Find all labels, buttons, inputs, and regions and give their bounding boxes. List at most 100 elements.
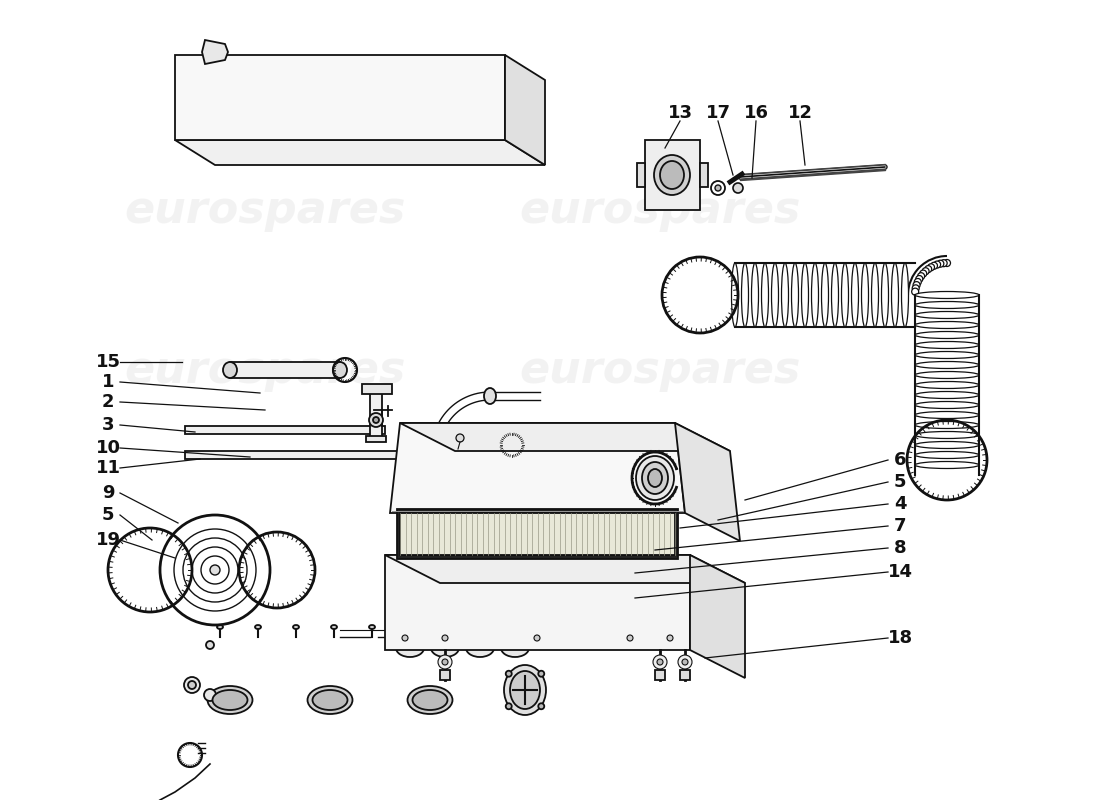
Circle shape [456, 434, 464, 442]
Ellipse shape [368, 625, 375, 629]
Ellipse shape [732, 263, 738, 327]
Text: 18: 18 [888, 629, 913, 647]
Text: 19: 19 [96, 531, 121, 549]
Text: 16: 16 [744, 104, 769, 122]
Circle shape [715, 185, 720, 191]
Polygon shape [230, 362, 340, 378]
Ellipse shape [792, 263, 799, 327]
Text: 15: 15 [96, 353, 121, 371]
Ellipse shape [915, 382, 979, 389]
Ellipse shape [922, 268, 930, 274]
Ellipse shape [915, 331, 979, 338]
Circle shape [373, 417, 380, 423]
Text: 7: 7 [893, 517, 906, 535]
Ellipse shape [812, 263, 818, 327]
Circle shape [160, 515, 270, 625]
Ellipse shape [208, 686, 253, 714]
Text: 17: 17 [705, 104, 730, 122]
Circle shape [534, 635, 540, 641]
Polygon shape [185, 451, 501, 459]
Text: eurospares: eurospares [519, 349, 801, 391]
Circle shape [711, 181, 725, 195]
Ellipse shape [881, 263, 889, 327]
Ellipse shape [891, 263, 899, 327]
Ellipse shape [915, 402, 979, 409]
Ellipse shape [913, 282, 920, 289]
Circle shape [733, 183, 742, 193]
Ellipse shape [223, 362, 236, 378]
Ellipse shape [781, 263, 789, 327]
Polygon shape [505, 55, 544, 165]
Ellipse shape [915, 302, 979, 309]
Polygon shape [385, 555, 745, 583]
Circle shape [653, 655, 667, 669]
Text: 4: 4 [893, 495, 906, 513]
Ellipse shape [407, 686, 452, 714]
Polygon shape [362, 384, 392, 394]
Ellipse shape [912, 288, 918, 295]
Text: 5: 5 [893, 473, 906, 491]
Polygon shape [370, 390, 382, 440]
Ellipse shape [431, 639, 459, 657]
Ellipse shape [851, 263, 858, 327]
Polygon shape [185, 426, 385, 434]
Text: 1: 1 [101, 373, 114, 391]
Text: 10: 10 [96, 439, 121, 457]
Ellipse shape [914, 278, 922, 286]
Ellipse shape [484, 388, 496, 404]
Ellipse shape [944, 259, 950, 266]
Text: 12: 12 [788, 104, 813, 122]
Ellipse shape [934, 261, 940, 268]
Ellipse shape [500, 639, 529, 657]
Polygon shape [202, 40, 228, 64]
Polygon shape [675, 423, 740, 541]
Circle shape [506, 703, 512, 710]
Polygon shape [385, 555, 690, 650]
Ellipse shape [915, 422, 979, 429]
Polygon shape [400, 513, 675, 555]
Text: 2: 2 [101, 393, 114, 411]
Circle shape [506, 670, 512, 677]
Ellipse shape [915, 391, 979, 398]
Circle shape [442, 659, 448, 665]
Ellipse shape [915, 462, 979, 469]
Ellipse shape [842, 263, 848, 327]
Ellipse shape [751, 263, 759, 327]
Ellipse shape [642, 462, 668, 494]
Polygon shape [645, 140, 700, 210]
Polygon shape [366, 436, 386, 442]
Circle shape [438, 655, 452, 669]
Polygon shape [440, 670, 450, 680]
Circle shape [627, 635, 632, 641]
Ellipse shape [915, 442, 979, 449]
Ellipse shape [912, 285, 920, 292]
Ellipse shape [217, 625, 223, 629]
Circle shape [204, 689, 216, 701]
Text: 14: 14 [888, 563, 913, 581]
Ellipse shape [483, 625, 490, 629]
Text: 5: 5 [101, 506, 114, 524]
Ellipse shape [902, 263, 909, 327]
Ellipse shape [312, 690, 348, 710]
Circle shape [210, 565, 220, 575]
Polygon shape [680, 670, 690, 680]
Ellipse shape [927, 264, 935, 270]
Ellipse shape [660, 161, 684, 189]
Ellipse shape [915, 411, 979, 418]
Ellipse shape [915, 362, 979, 369]
Ellipse shape [412, 690, 448, 710]
Ellipse shape [636, 456, 674, 500]
Ellipse shape [333, 362, 346, 378]
Ellipse shape [915, 311, 979, 318]
Text: 8: 8 [893, 539, 906, 557]
Circle shape [538, 703, 544, 710]
Ellipse shape [917, 273, 925, 280]
Circle shape [538, 670, 544, 677]
Ellipse shape [255, 625, 261, 629]
Polygon shape [175, 140, 544, 165]
Text: eurospares: eurospares [519, 189, 801, 231]
Ellipse shape [771, 263, 779, 327]
Ellipse shape [396, 639, 424, 657]
Ellipse shape [407, 625, 412, 629]
Ellipse shape [648, 469, 662, 487]
